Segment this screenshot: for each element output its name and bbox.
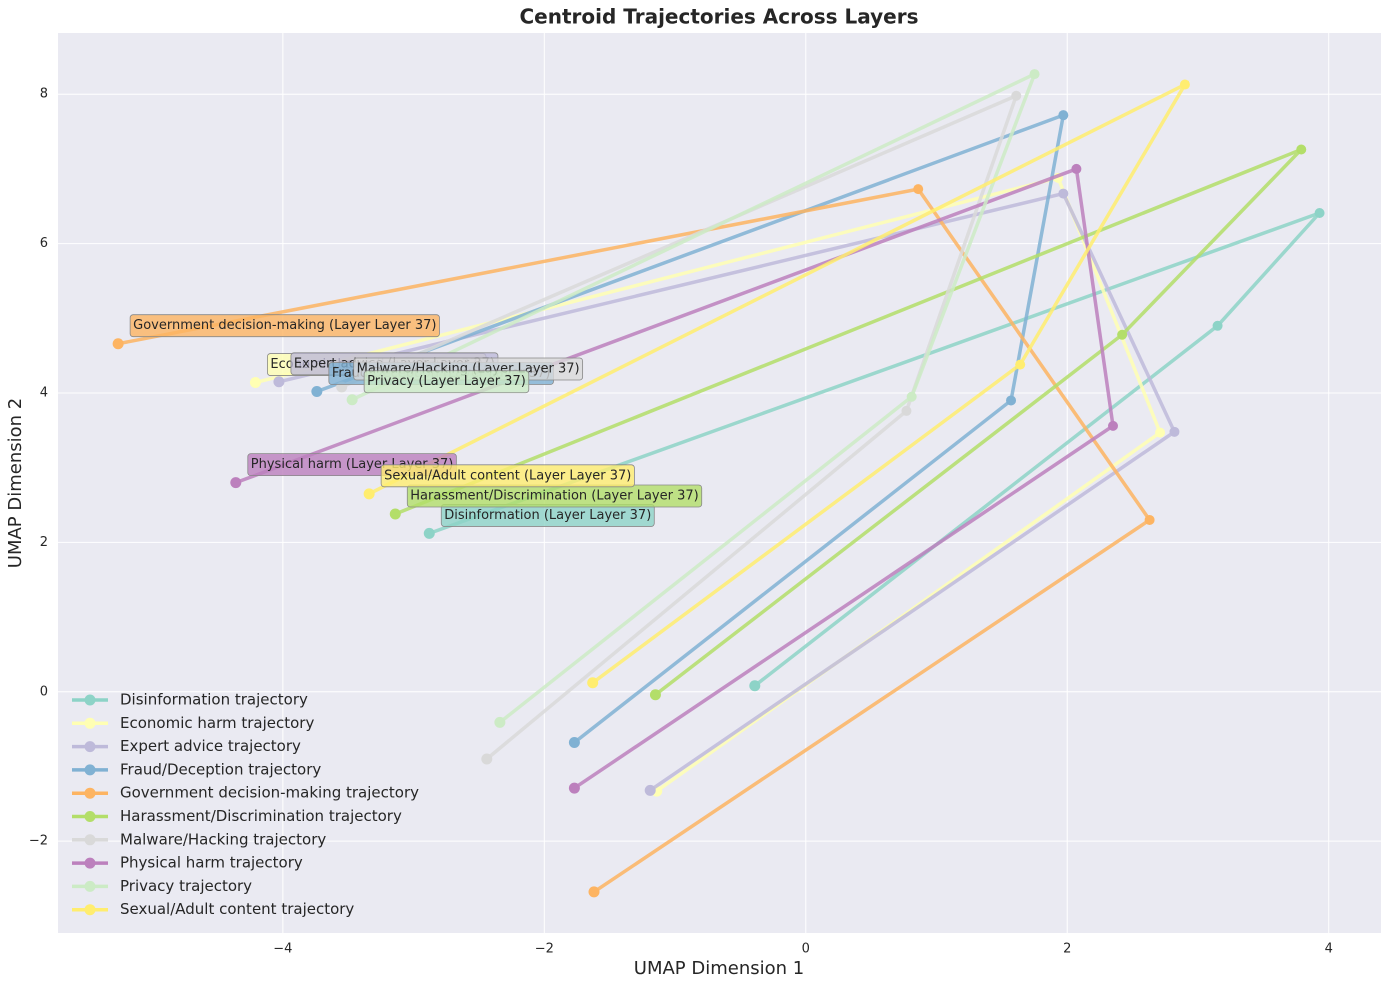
x-tick-label: 2: [1063, 942, 1071, 957]
x-tick-label: −4: [273, 942, 292, 957]
trajectory-point: [649, 689, 661, 701]
trajectory-point: [1006, 395, 1017, 406]
legend-marker: [84, 764, 96, 776]
trajectory-point: [1108, 420, 1119, 431]
trajectory-point: [249, 377, 261, 389]
trajectory-line: [351, 70, 1038, 724]
legend-marker: [84, 694, 96, 706]
legend-label: Fraud/Deception trajectory: [120, 760, 321, 778]
legend-label: Privacy trajectory: [120, 877, 252, 895]
trajectory-point: [481, 753, 493, 765]
trajectory-point: [1212, 320, 1223, 331]
trajectory-line: [278, 191, 1177, 792]
trajectory-point: [1029, 69, 1040, 80]
legend-label: Physical harm trajectory: [120, 854, 303, 872]
legend-label: Harassment/Discrimination trajectory: [120, 807, 402, 825]
annotation-box: [129, 314, 440, 338]
annotation-text: Harassment/Discrimination (Layer Layer 3…: [410, 488, 698, 503]
trajectory-point: [749, 680, 761, 692]
annotation: Disinformation (Layer Layer 37): [440, 504, 655, 527]
trajectory-line: [340, 92, 1020, 761]
trajectory-point: [389, 508, 401, 520]
trajectory-line: [117, 187, 1153, 894]
trajectory-point: [494, 716, 506, 728]
trajectory-line: [316, 112, 1066, 744]
trajectory-point: [273, 376, 285, 388]
legend-label: Expert advice trajectory: [120, 737, 301, 755]
legend-marker: [84, 741, 96, 753]
annotation-text: Sexual/Adult content (Layer Layer 37): [384, 468, 631, 483]
trajectory-point: [1314, 208, 1325, 218]
trajectory-point: [1296, 144, 1307, 155]
y-tick-label: 8: [40, 87, 48, 102]
legend-marker: [84, 717, 96, 729]
trajectory-point: [1058, 110, 1069, 121]
trajectory-point: [568, 737, 580, 749]
x-axis-label: UMAP Dimension 1: [634, 958, 804, 979]
trajectory-point: [423, 527, 435, 539]
trajectory-point: [588, 886, 600, 898]
trajectory-line: [235, 166, 1115, 790]
annotation-text: Government decision-making (Layer Layer …: [133, 318, 436, 333]
x-tick-label: −2: [535, 942, 554, 957]
legend-label: Sexual/Adult content trajectory: [120, 900, 354, 918]
y-tick-label: 2: [40, 535, 48, 550]
trajectory-point: [568, 782, 580, 794]
legend-label: Government decision-making trajectory: [120, 784, 419, 802]
trajectory-point: [363, 488, 375, 500]
trajectory-point: [644, 784, 656, 796]
trajectory-point: [1169, 426, 1180, 437]
trajectory-point: [1071, 163, 1082, 174]
annotation: Harassment/Discrimination (Layer Layer 3…: [406, 484, 703, 508]
y-axis-label: UMAP Dimension 2: [5, 398, 26, 568]
trajectory-point: [112, 338, 124, 350]
trajectory-point: [1155, 427, 1166, 438]
x-tick-label: 0: [802, 942, 810, 957]
annotation-text: Privacy (Layer Layer 37): [367, 374, 526, 389]
annotation-box: [380, 464, 635, 488]
trajectory-point: [1058, 188, 1069, 199]
annotation: Sexual/Adult content (Layer Layer 37): [380, 464, 635, 488]
annotation-box: [363, 370, 530, 394]
trajectory-point: [1117, 329, 1128, 340]
annotation: Government decision-making (Layer Layer …: [129, 314, 440, 338]
y-tick-label: 4: [40, 386, 48, 401]
legend-marker: [84, 811, 96, 822]
y-tick-label: 0: [40, 684, 48, 699]
legend-marker: [84, 834, 96, 846]
annotation: Privacy (Layer Layer 37): [363, 370, 530, 394]
trajectory-point: [230, 477, 242, 489]
trajectory-line: [368, 80, 1190, 685]
trajectory-point: [913, 184, 924, 195]
trajectory-point: [1179, 79, 1190, 90]
trajectory-line: [428, 211, 1321, 688]
legend-marker: [84, 880, 96, 892]
legend-marker: [84, 904, 96, 916]
y-tick-label: −2: [29, 834, 48, 849]
trajectory-point: [1015, 359, 1026, 370]
legend-marker: [84, 787, 96, 799]
legend-label: Disinformation trajectory: [120, 691, 308, 709]
y-tick-label: 6: [40, 236, 48, 251]
legend-label: Malware/Hacking trajectory: [120, 830, 326, 848]
trajectory-point: [587, 677, 599, 689]
legend-label: Economic harm trajectory: [120, 714, 314, 732]
x-tick-label: 4: [1325, 942, 1333, 957]
trajectory-point: [1144, 514, 1155, 525]
trajectory-point: [1011, 90, 1022, 101]
annotation-text: Disinformation (Layer Layer 37): [444, 508, 651, 523]
legend-marker: [84, 857, 96, 869]
trajectory-point: [311, 386, 323, 398]
trajectory-point: [901, 405, 912, 416]
trajectory-line: [394, 147, 1303, 697]
chart-title: Centroid Trajectories Across Layers: [519, 5, 918, 29]
plot-area: [58, 33, 1381, 933]
trajectory-point: [346, 394, 358, 406]
trajectory-point: [906, 391, 917, 402]
